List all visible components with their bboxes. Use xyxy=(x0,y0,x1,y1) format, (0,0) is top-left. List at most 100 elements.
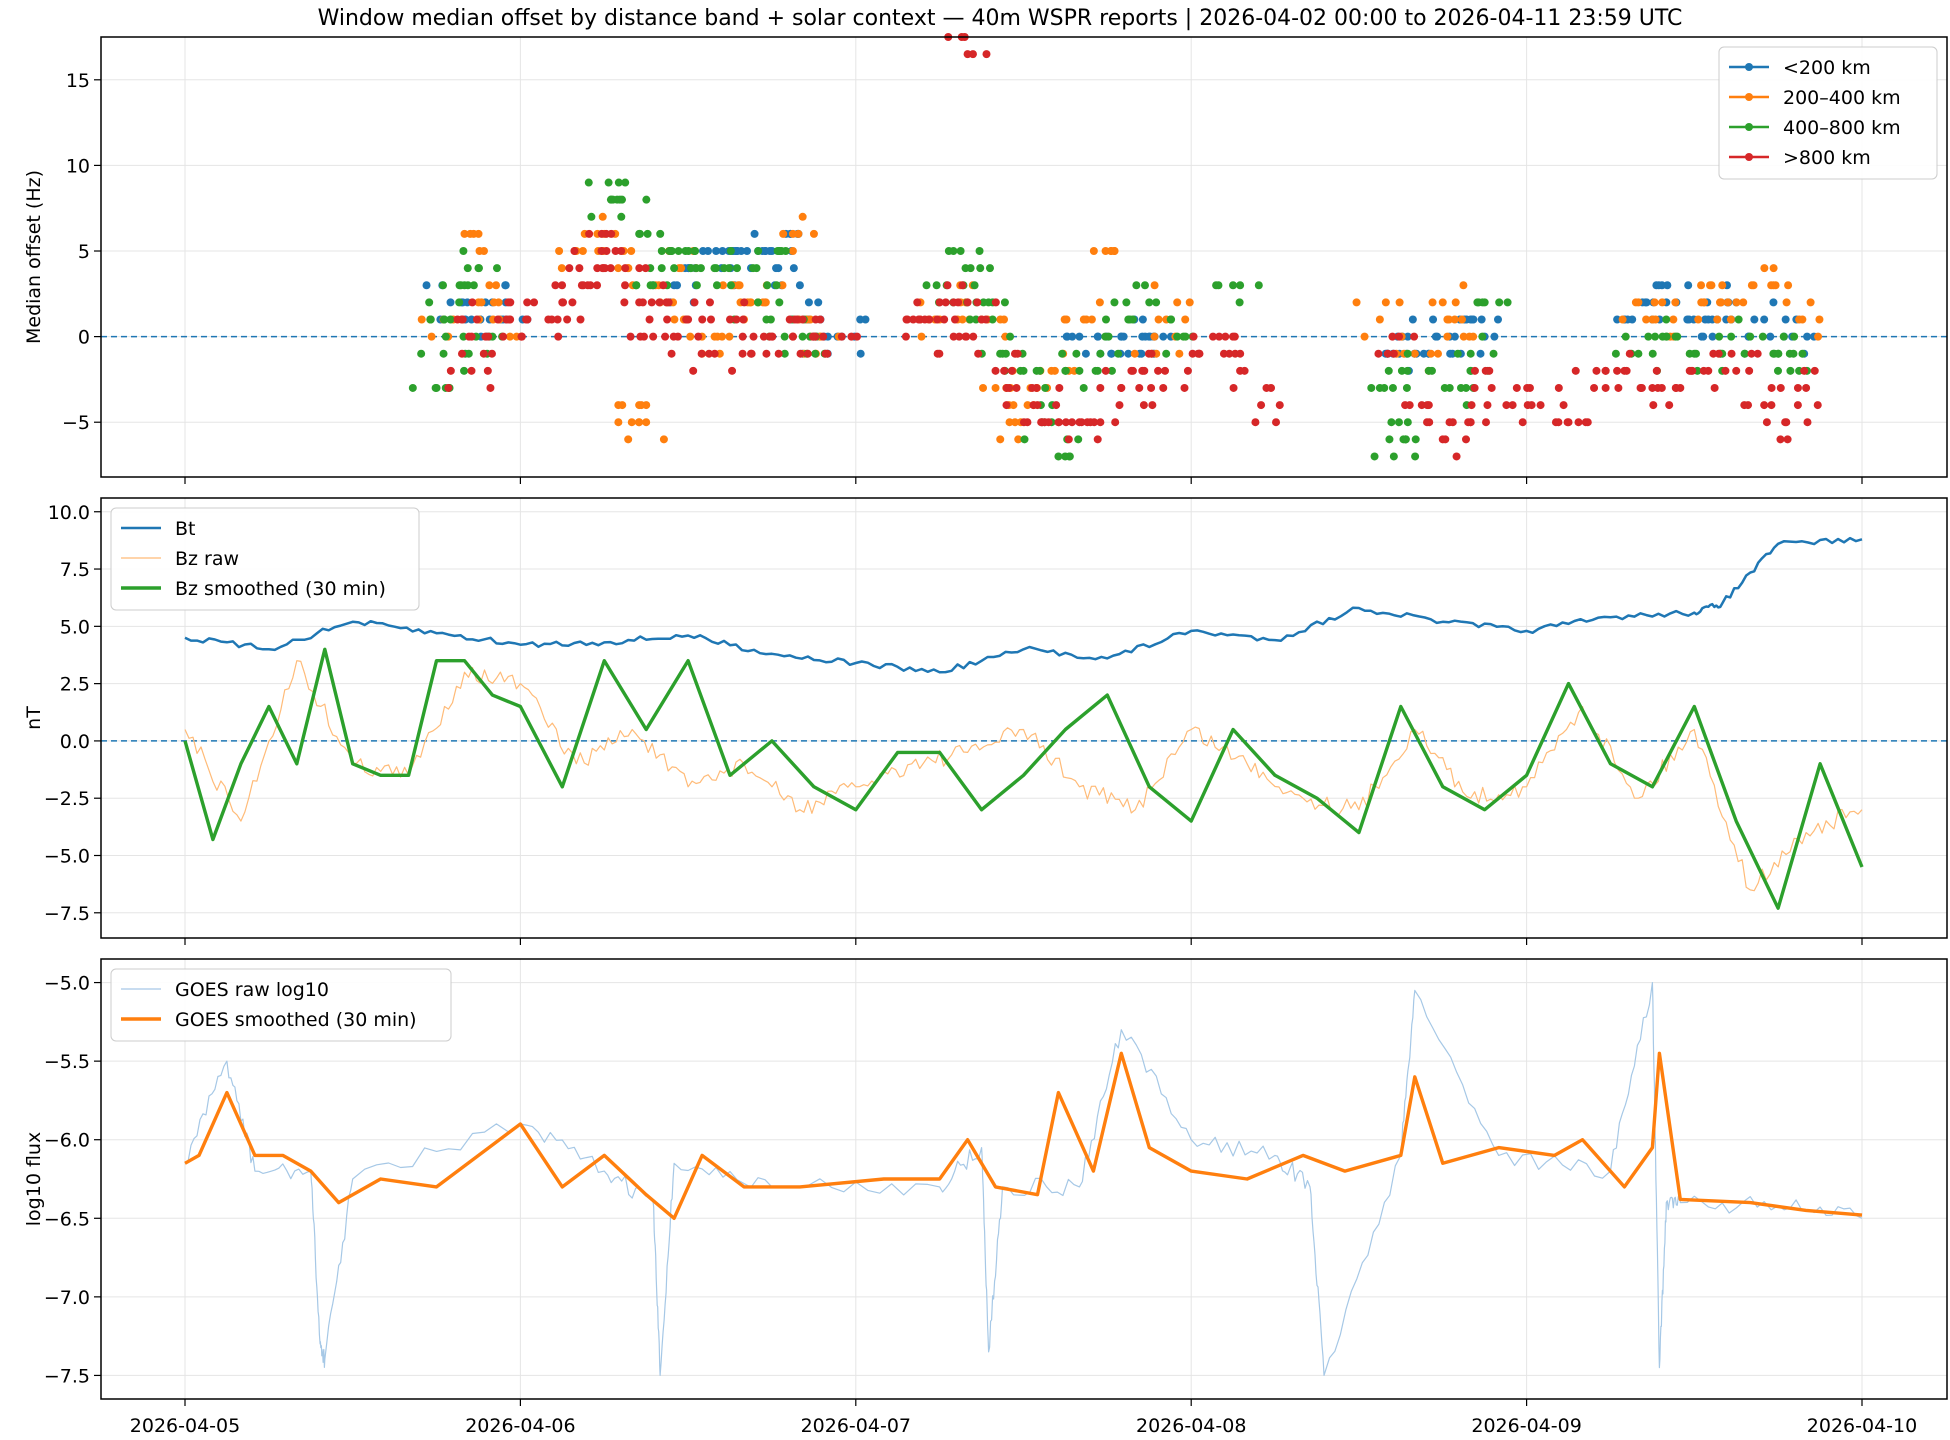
data-point xyxy=(1254,281,1263,290)
data-point xyxy=(1384,366,1393,375)
data-point xyxy=(955,332,964,341)
data-point xyxy=(1776,383,1785,392)
data-point xyxy=(1671,298,1680,307)
data-point xyxy=(670,315,679,324)
data-point xyxy=(1750,315,1759,324)
y-tick-label: 15 xyxy=(66,70,90,92)
offset-panel: −5 0 5 10 15 Median offset (Hz) <200 km 200–4… xyxy=(23,33,1948,484)
data-point xyxy=(966,315,975,324)
data-point xyxy=(1631,298,1640,307)
data-point xyxy=(1793,383,1802,392)
data-point xyxy=(976,264,985,273)
data-point xyxy=(1352,298,1361,307)
data-point xyxy=(1388,332,1397,341)
data-point xyxy=(819,332,828,341)
data-point xyxy=(788,247,797,256)
x-tick-label: 2026-04-09 xyxy=(1471,1415,1581,1437)
data-point xyxy=(1446,349,1455,358)
data-point xyxy=(821,349,830,358)
data-point xyxy=(657,264,666,273)
data-point xyxy=(1429,315,1438,324)
data-point xyxy=(1495,298,1504,307)
data-point xyxy=(1485,366,1494,375)
data-point xyxy=(943,281,952,290)
data-point xyxy=(743,247,752,256)
data-point xyxy=(1726,315,1735,324)
data-point xyxy=(902,315,911,324)
data-point xyxy=(1154,315,1163,324)
data-point xyxy=(1020,435,1029,444)
data-point xyxy=(1708,332,1717,341)
data-point xyxy=(1394,418,1403,427)
data-point xyxy=(1374,349,1383,358)
data-point xyxy=(598,212,607,221)
data-point xyxy=(1760,315,1769,324)
data-point xyxy=(1236,349,1245,358)
data-point xyxy=(440,315,449,324)
data-point xyxy=(457,315,466,324)
data-point xyxy=(1228,332,1237,341)
data-point xyxy=(684,247,693,256)
data-point xyxy=(474,264,483,273)
data-point xyxy=(726,315,735,324)
data-point xyxy=(969,332,978,341)
data-point xyxy=(1000,298,1009,307)
x-tick-label: 2026-04-05 xyxy=(130,1415,240,1437)
data-point xyxy=(1096,383,1105,392)
data-point xyxy=(761,298,770,307)
data-point xyxy=(1122,298,1131,307)
offset-legend: <200 km 200–400 km 400–800 km >800 km xyxy=(1718,46,1938,180)
data-point xyxy=(1093,332,1102,341)
data-point xyxy=(901,332,910,341)
data-point xyxy=(726,247,735,256)
offset-marks xyxy=(101,33,1947,461)
data-point xyxy=(1385,435,1394,444)
data-point xyxy=(1138,315,1147,324)
data-point xyxy=(1101,247,1110,256)
data-point xyxy=(446,315,455,324)
y-tick-label: −5 xyxy=(62,412,90,434)
data-point xyxy=(465,332,474,341)
data-point xyxy=(1658,298,1667,307)
data-point xyxy=(1240,366,1249,375)
data-point xyxy=(1699,298,1708,307)
data-point xyxy=(1114,349,1123,358)
data-point xyxy=(1411,435,1420,444)
data-point xyxy=(1810,366,1819,375)
data-point xyxy=(1101,332,1110,341)
data-point xyxy=(847,332,856,341)
imf-marks xyxy=(101,536,1947,910)
data-point xyxy=(1654,281,1663,290)
data-point xyxy=(1002,401,1011,410)
data-point xyxy=(1183,366,1192,375)
data-point xyxy=(1781,315,1790,324)
data-point xyxy=(1476,349,1485,358)
offset-x-ticks xyxy=(184,477,1863,484)
data-point xyxy=(614,178,623,187)
data-point xyxy=(719,281,728,290)
data-point xyxy=(1087,315,1096,324)
data-point xyxy=(460,229,469,238)
data-point xyxy=(474,229,483,238)
data-point xyxy=(593,281,602,290)
data-point xyxy=(663,315,672,324)
data-point xyxy=(441,332,450,341)
data-point xyxy=(472,315,481,324)
data-point xyxy=(935,349,944,358)
data-point xyxy=(655,298,664,307)
data-point xyxy=(1473,298,1482,307)
data-point xyxy=(808,332,817,341)
data-point xyxy=(788,332,797,341)
data-point xyxy=(1493,315,1502,324)
data-point xyxy=(501,281,510,290)
data-point xyxy=(932,281,941,290)
data-point xyxy=(1732,298,1741,307)
data-point xyxy=(1011,418,1020,427)
data-point xyxy=(1673,332,1682,341)
data-point xyxy=(1625,349,1634,358)
data-point xyxy=(737,247,746,256)
data-point xyxy=(1019,418,1028,427)
data-point xyxy=(621,264,630,273)
data-point xyxy=(739,315,748,324)
data-point xyxy=(985,264,994,273)
